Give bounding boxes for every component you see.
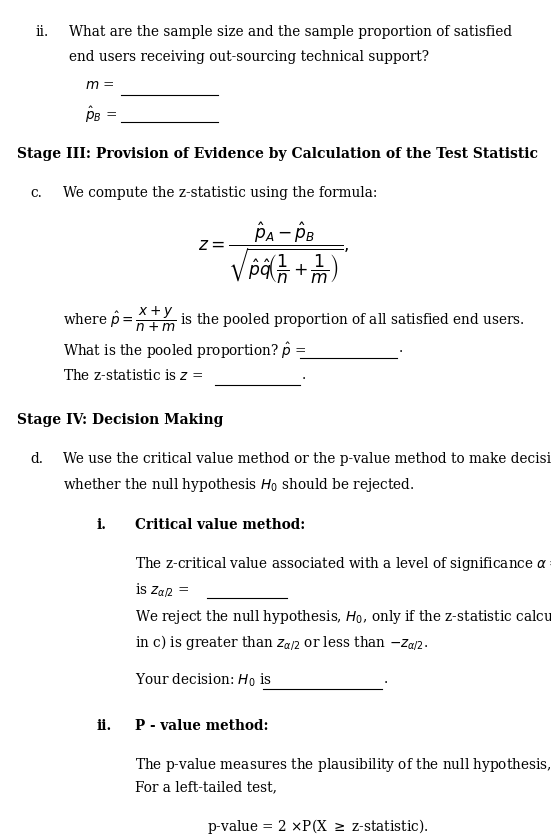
Text: The p-value measures the plausibility of the null hypothesis, $H_0$.: The p-value measures the plausibility of…	[135, 756, 551, 774]
Text: $\hat{p}_B$ =: $\hat{p}_B$ =	[85, 105, 117, 125]
Text: ii.: ii.	[36, 25, 49, 39]
Text: We reject the null hypothesis, $H_0$, only if the z-statistic calculated: We reject the null hypothesis, $H_0$, on…	[135, 608, 551, 626]
Text: where $\hat{p} = \dfrac{x+y}{n+m}$ is the pooled proportion of all satisfied end: where $\hat{p} = \dfrac{x+y}{n+m}$ is th…	[63, 304, 525, 334]
Text: We compute the z-statistic using the formula:: We compute the z-statistic using the for…	[63, 186, 378, 200]
Text: .: .	[302, 369, 306, 382]
Text: Your decision: $H_0$ is: Your decision: $H_0$ is	[135, 672, 272, 690]
Text: i.: i.	[96, 518, 106, 532]
Text: What are the sample size and the sample proportion of satisfied: What are the sample size and the sample …	[69, 25, 512, 39]
Text: The z-critical value associated with a level of significance $\alpha = 5\%$: The z-critical value associated with a l…	[135, 555, 551, 573]
Text: We use the critical value method or the p-value method to make decision: We use the critical value method or the …	[63, 452, 551, 466]
Text: P - value method:: P - value method:	[135, 719, 268, 733]
Text: Stage IV: Decision Making: Stage IV: Decision Making	[17, 413, 223, 426]
Text: ii.: ii.	[96, 719, 112, 733]
Text: The z-statistic is $z$ =: The z-statistic is $z$ =	[63, 369, 204, 384]
Text: c.: c.	[30, 186, 42, 200]
Text: is $z_{\alpha/2}$ =: is $z_{\alpha/2}$ =	[135, 581, 190, 599]
Text: whether the null hypothesis $H_0$ should be rejected.: whether the null hypothesis $H_0$ should…	[63, 476, 415, 495]
Text: d.: d.	[30, 452, 44, 466]
Text: $z = \dfrac{\hat{p}_A - \hat{p}_B}{\sqrt{\hat{p}\hat{q}\!\left(\dfrac{1}{n}+\dfr: $z = \dfrac{\hat{p}_A - \hat{p}_B}{\sqrt…	[198, 221, 349, 286]
Text: What is the pooled proportion? $\hat{p}$ =: What is the pooled proportion? $\hat{p}$…	[63, 341, 307, 361]
Text: $m$ =: $m$ =	[85, 78, 115, 92]
Text: Critical value method:: Critical value method:	[135, 518, 305, 532]
Text: end users receiving out-sourcing technical support?: end users receiving out-sourcing technic…	[69, 50, 429, 63]
Text: p-value = 2 $\times$P(X $\geq$ z-statistic).: p-value = 2 $\times$P(X $\geq$ z-statist…	[207, 817, 428, 834]
Text: in c) is greater than $z_{\alpha/2}$ or less than $-z_{\alpha/2}$.: in c) is greater than $z_{\alpha/2}$ or …	[135, 633, 428, 651]
Text: .: .	[383, 672, 388, 686]
Text: For a left-tailed test,: For a left-tailed test,	[135, 781, 277, 794]
Text: Stage III: Provision of Evidence by Calculation of the Test Statistic: Stage III: Provision of Evidence by Calc…	[17, 147, 538, 161]
Text: .: .	[398, 341, 403, 355]
